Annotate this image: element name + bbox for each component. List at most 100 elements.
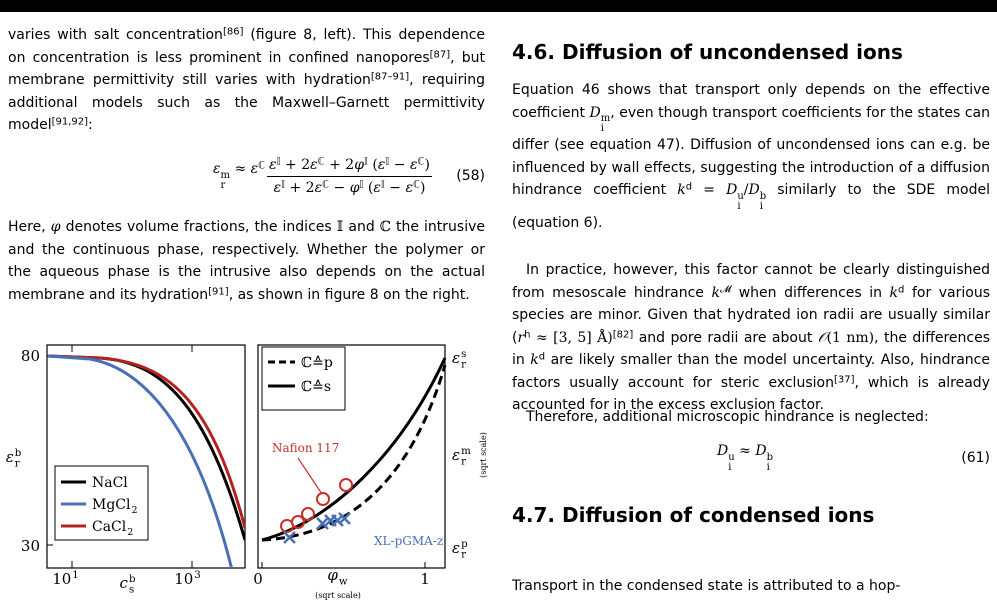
text-run: 𝒪 <box>817 329 827 346</box>
text-run: MgCl <box>92 497 131 513</box>
top-bar <box>0 0 997 12</box>
equation-number: (58) <box>456 168 485 184</box>
text-run: u <box>728 451 735 463</box>
text-run: d <box>538 351 546 363</box>
text-run: d <box>898 284 905 295</box>
paragraph: Therefore, additional microscopic hindra… <box>512 406 990 429</box>
annotation: Nafion 117 <box>272 441 339 455</box>
text-run: 𝕀 <box>359 179 364 190</box>
text-run: ε <box>409 156 418 173</box>
legend-label: ℂ≙s <box>301 379 331 395</box>
paragraph: Equation 46 shows that transport only de… <box>512 79 990 234</box>
curve <box>261 357 447 542</box>
text-run: [91,92] <box>51 116 89 128</box>
text-run: ε <box>377 156 386 173</box>
text-run: when differences in <box>731 284 890 301</box>
text-run: , even though transport coefficients for… <box>512 104 990 199</box>
axis-note: (sqrt scale) <box>315 591 361 600</box>
text-run: for various species are minor. Given tha… <box>512 284 990 346</box>
paragraph: varies with salt concentration[86] (figu… <box>8 24 485 137</box>
text-run: d <box>685 181 693 193</box>
text-run: m <box>600 113 611 124</box>
text-run: ≈ <box>734 443 756 460</box>
text-run: r <box>461 550 466 561</box>
text-run: ε <box>273 179 282 196</box>
text-run: [82] <box>612 329 634 340</box>
text-run: ε <box>452 539 460 557</box>
text-run: ε <box>250 161 259 178</box>
section-heading: 4.6. Diffusion of uncondensed ions <box>512 40 903 64</box>
text-run: 2 <box>127 527 133 538</box>
panel-frame <box>257 344 446 569</box>
text-run: + 2 <box>324 156 355 173</box>
text-run: 𝕀 <box>364 156 368 167</box>
curve <box>261 364 447 542</box>
text-run: k <box>677 182 686 198</box>
fraction: ε𝕀 + 2εℂ + 2φ𝕀 (ε𝕀 − εℂ) ε𝕀 + 2εℂ − φ𝕀 (… <box>267 157 432 196</box>
text-run: r <box>220 179 226 191</box>
text-run: : <box>88 117 93 133</box>
text-run: i <box>759 200 763 212</box>
x-tick-label: 1 <box>420 570 430 588</box>
text-run: ε <box>269 156 277 173</box>
text-run: varies with salt concentration <box>8 27 223 43</box>
text-run: h <box>524 329 531 340</box>
x-tick-label: 0 <box>253 570 263 588</box>
right-axis-label: ε pr <box>452 539 468 561</box>
text-run: ℂ <box>413 179 420 190</box>
text-run: 𝕀 <box>385 156 390 167</box>
text-run: i <box>737 200 741 212</box>
legend-label: NaCl <box>92 475 128 491</box>
text-run: 1 <box>72 570 78 581</box>
paragraph: In practice, however, this factor cannot… <box>512 259 990 417</box>
text-run: m <box>461 446 471 457</box>
text-run: (1 nm) <box>826 329 875 346</box>
text-run: c <box>120 574 129 592</box>
text-run: ℂ <box>317 156 325 167</box>
text-run: i <box>600 123 604 134</box>
legend-label: ℂ≙p <box>301 355 333 371</box>
text-run: ≈ <box>230 161 251 178</box>
text-run: and <box>343 219 380 235</box>
y-axis-label: ε br <box>6 448 22 470</box>
text-run: ℂ <box>417 156 425 167</box>
text-run: b <box>15 448 22 459</box>
text-run: − <box>329 179 350 196</box>
text-run: Equation 46 shows that transport only de… <box>512 82 990 121</box>
numerator: ε𝕀 + 2εℂ + 2φ𝕀 (ε𝕀 − εℂ) <box>267 157 432 177</box>
text-run: s <box>461 349 466 360</box>
text-run: [86] <box>222 26 244 38</box>
denominator: ε𝕀 + 2εℂ − φ𝕀 (ε𝕀 − εℂ) <box>272 177 428 196</box>
text-run: D <box>726 182 738 198</box>
text-run: 𝕀 <box>336 219 344 235</box>
text-run: , but membrane permittivity still varies… <box>8 49 485 89</box>
text-run: ℂ≙s <box>301 379 331 395</box>
text-run: b <box>766 451 773 463</box>
equation-number: (61) <box>961 450 990 466</box>
text-run: are likely smaller than the model uncert… <box>512 352 990 391</box>
text-run: s <box>129 585 134 596</box>
x-tick-label: 10 3 <box>174 570 201 588</box>
text-run: 10 <box>52 570 71 588</box>
text-run: , the differences in <box>512 329 991 369</box>
text-run: 10 <box>174 570 193 588</box>
text-run: [87–91] <box>370 71 410 83</box>
markers <box>283 512 351 544</box>
text-run: + 2 <box>285 179 315 196</box>
section-heading: 4.7. Diffusion of condensed ions <box>512 503 875 527</box>
text-run: b <box>129 574 136 585</box>
text-run: D <box>717 443 729 460</box>
text-run: D <box>755 443 767 460</box>
paragraph: Here, φ denotes volume fractions, the in… <box>8 216 485 306</box>
text-run: Transport in the condensed state is attr… <box>512 578 901 594</box>
paragraph: Transport in the condensed state is attr… <box>512 575 990 598</box>
text-run: ( <box>363 179 374 196</box>
